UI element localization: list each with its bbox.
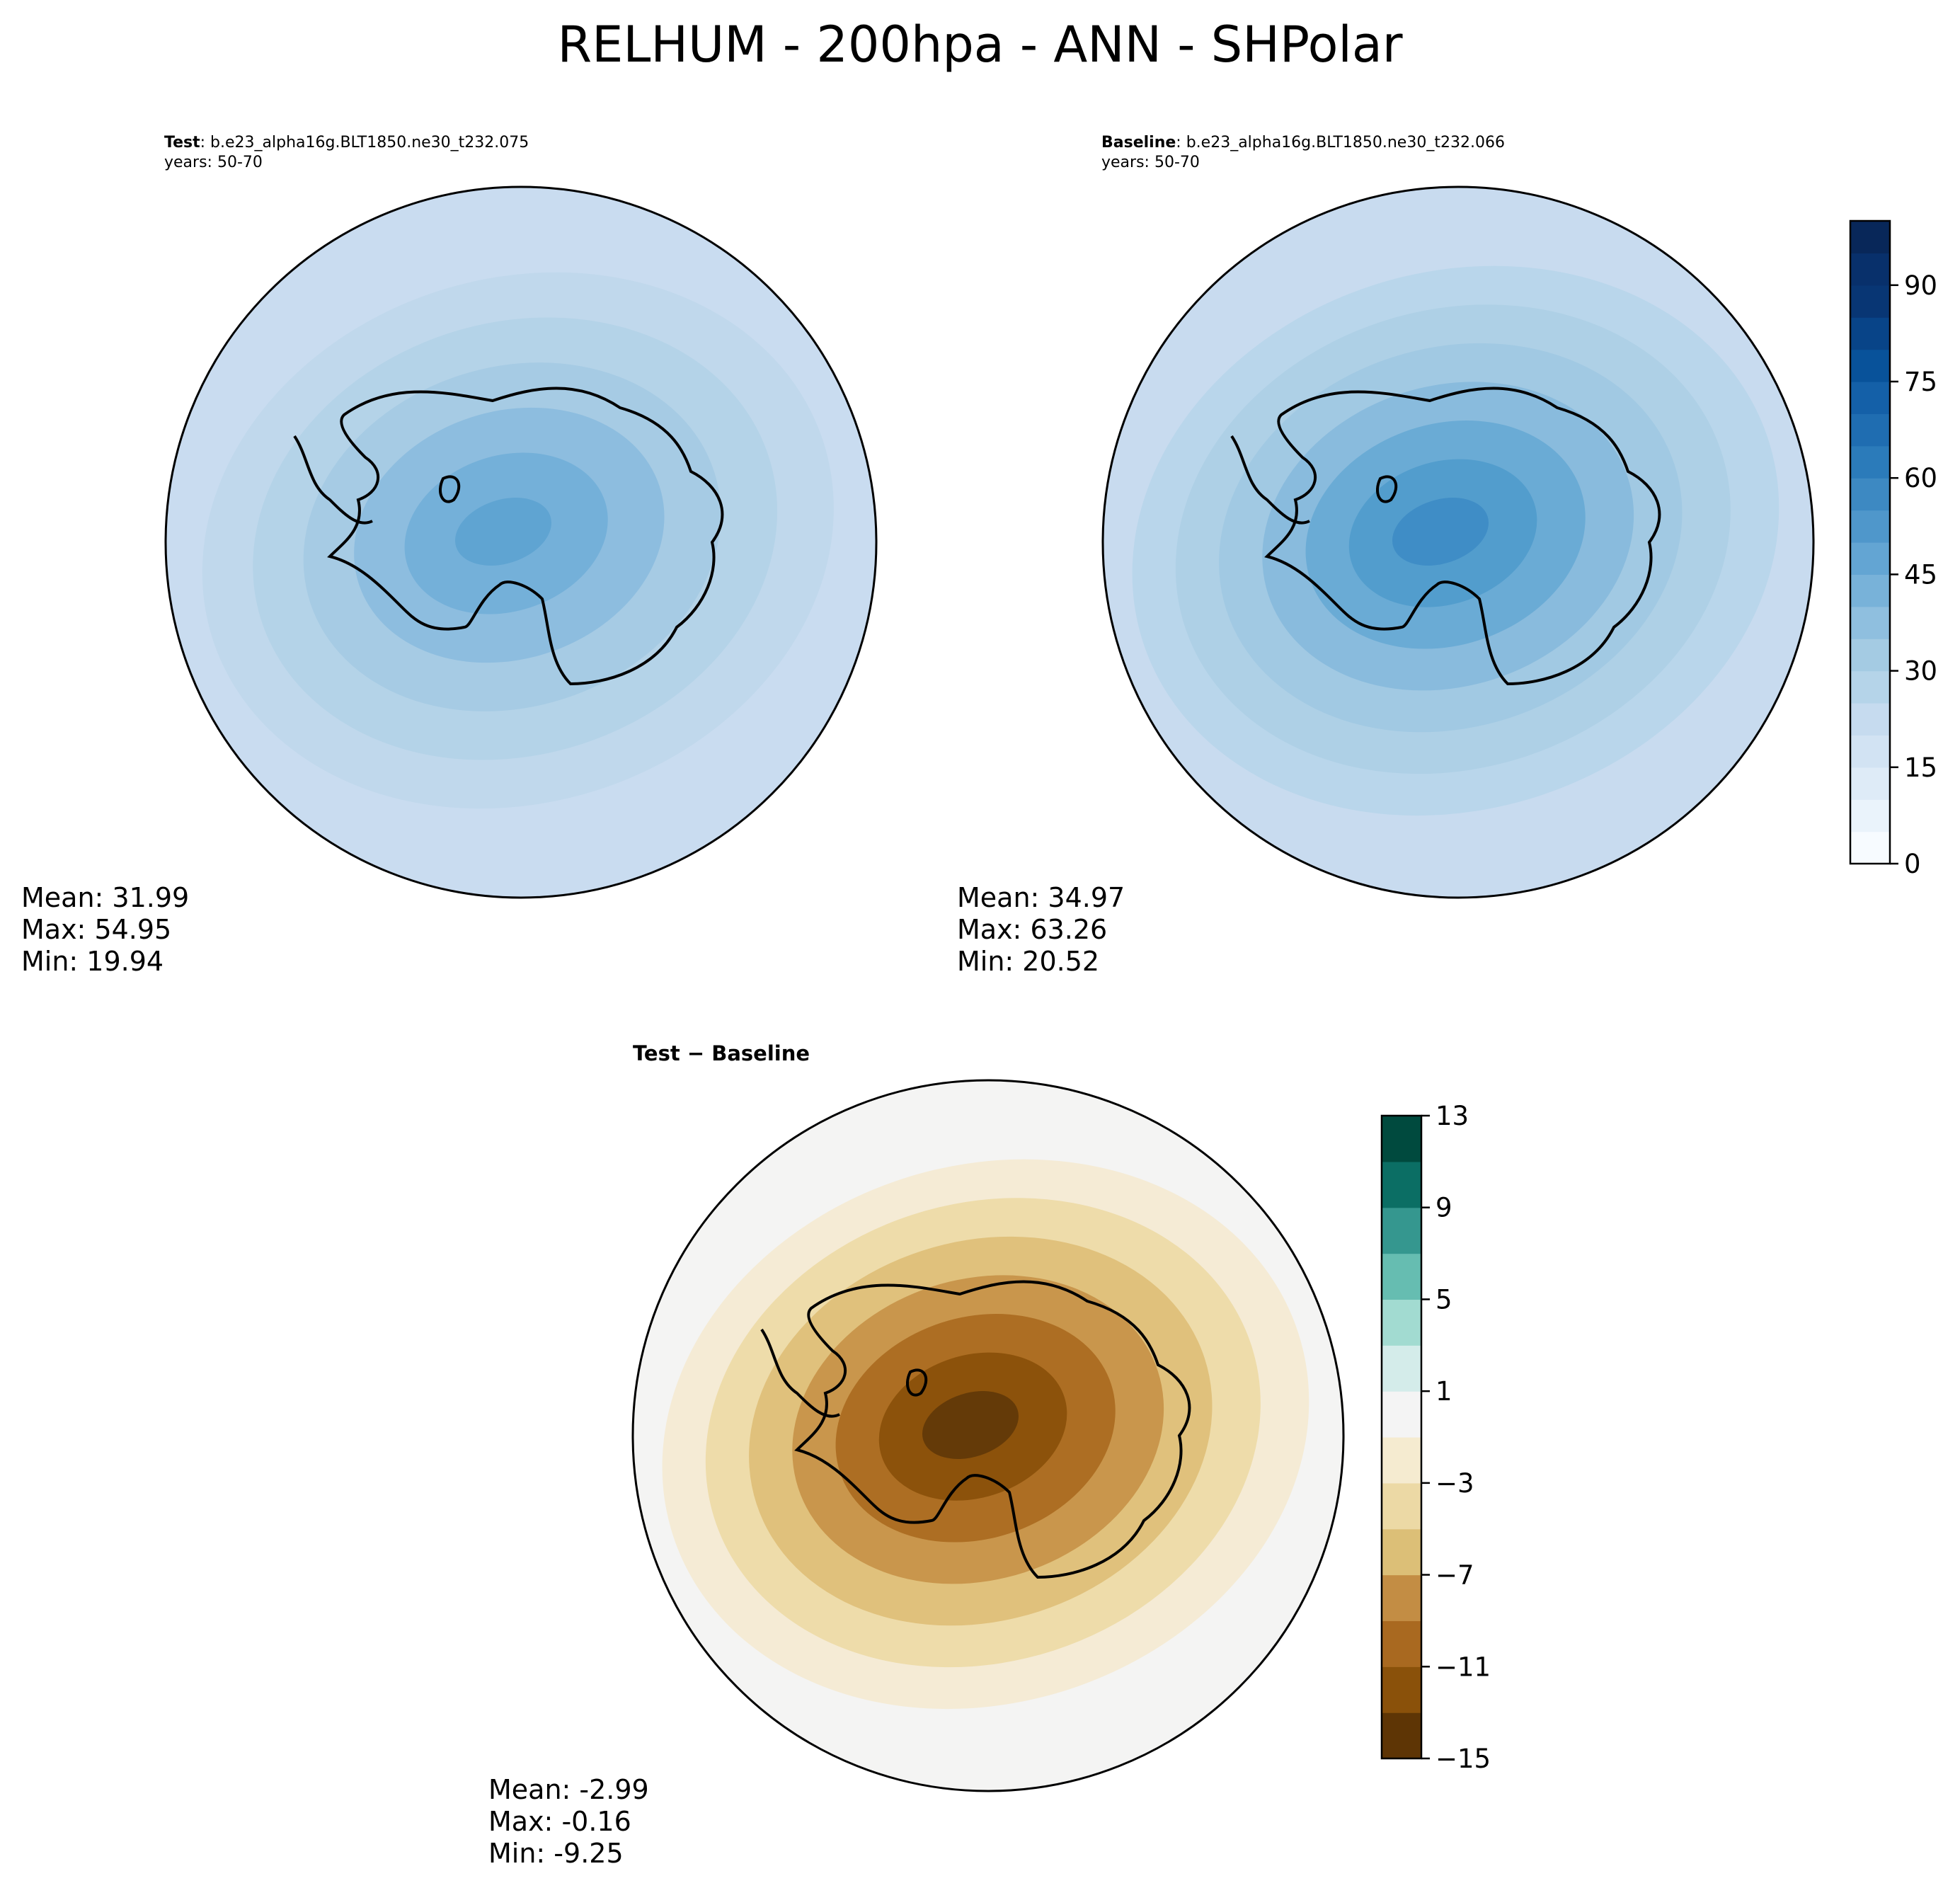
baseline-min: Min: 20.52 xyxy=(957,945,1100,977)
difference-colorbar-frame xyxy=(1380,1114,1423,1760)
main-colorbar-segment-3 xyxy=(1850,735,1890,768)
baseline-case-title: Baseline: b.e23_alpha16g.BLT1850.ne30_t2… xyxy=(1101,133,1505,172)
difference-colorbar-segment-1 xyxy=(1382,1666,1421,1713)
main-colorbar-segment-13 xyxy=(1850,413,1890,447)
difference-colorbar-tick-label: 13 xyxy=(1435,1101,1469,1131)
main-colorbar-segment-18 xyxy=(1850,253,1890,286)
difference-colorbar-segment-11 xyxy=(1382,1207,1421,1254)
test-contour-level-6 xyxy=(454,498,552,566)
test-min: Min: 19.94 xyxy=(21,945,164,977)
test-label: Test xyxy=(164,134,200,151)
difference-colorbar-segment-10 xyxy=(1382,1253,1421,1300)
difference-colorbar-tick-label: −15 xyxy=(1435,1744,1491,1774)
main-colorbar-segment-16 xyxy=(1850,317,1890,350)
difference-colorbar-segment-12 xyxy=(1382,1161,1421,1208)
baseline-contour-level-7 xyxy=(1392,498,1489,566)
difference-colorbar-segment-13 xyxy=(1382,1116,1421,1162)
main-colorbar-segment-15 xyxy=(1850,349,1890,382)
map-boundary-difference xyxy=(631,1079,1345,1792)
map-boundary-baseline xyxy=(1101,185,1815,899)
difference-colorbar-segment-5 xyxy=(1382,1482,1421,1530)
baseline-case-name: : b.e23_alpha16g.BLT1850.ne30_t232.066 xyxy=(1176,134,1505,151)
test-max: Max: 54.95 xyxy=(21,913,172,945)
baseline-map xyxy=(1101,185,1815,899)
difference-map xyxy=(631,1079,1345,1792)
main-colorbar-tick-label: 60 xyxy=(1904,463,1937,493)
difference-title: Test − Baseline xyxy=(633,1041,810,1065)
difference-colorbar-tick-label: −11 xyxy=(1435,1652,1491,1682)
main-colorbar-segment-17 xyxy=(1850,285,1890,318)
main-colorbar-segment-10 xyxy=(1850,510,1890,543)
main-colorbar-frame xyxy=(1849,219,1891,865)
difference-colorbar-segment-0 xyxy=(1382,1712,1421,1759)
difference-colorbar-segment-9 xyxy=(1382,1299,1421,1346)
test-map xyxy=(164,185,878,899)
main-colorbar-segment-2 xyxy=(1850,767,1890,800)
difference-stats: Mean: -2.99 Max: -0.16 Min: -9.25 xyxy=(488,1774,649,1869)
difference-contour-level-7 xyxy=(922,1391,1019,1459)
baseline-stats: Mean: 34.97 Max: 63.26 Min: 20.52 xyxy=(957,882,1125,977)
difference-colorbar-tick-label: 9 xyxy=(1435,1193,1452,1223)
difference-colorbar-segment-8 xyxy=(1382,1345,1421,1392)
baseline-mean: Mean: 34.97 xyxy=(957,882,1125,913)
main-colorbar-segment-4 xyxy=(1850,703,1890,736)
baseline-max: Max: 63.26 xyxy=(957,913,1108,945)
main-colorbar-segment-7 xyxy=(1850,606,1890,639)
difference-colorbar-segment-3 xyxy=(1382,1574,1421,1622)
difference-colorbar-tick-label: −7 xyxy=(1435,1560,1474,1591)
difference-colorbar-segment-6 xyxy=(1382,1437,1421,1484)
test-stats: Mean: 31.99 Max: 54.95 Min: 19.94 xyxy=(21,882,189,977)
baseline-years: years: 50-70 xyxy=(1101,153,1200,171)
main-colorbar-tick-label: 0 xyxy=(1904,849,1921,879)
colorbar-main: 0 15 30 45 60 75 90 xyxy=(1849,219,1937,879)
difference-max: Max: -0.16 xyxy=(488,1805,631,1837)
main-colorbar-segment-8 xyxy=(1850,574,1890,607)
colorbar-difference: −15 −11 −7 −3 1 5 9 13 xyxy=(1380,1101,1491,1774)
test-case-title: Test: b.e23_alpha16g.BLT1850.ne30_t232.0… xyxy=(164,133,529,172)
main-colorbar-segment-1 xyxy=(1850,799,1890,833)
main-colorbar-segment-12 xyxy=(1850,445,1890,479)
main-colorbar-segment-9 xyxy=(1850,542,1890,575)
baseline-label: Baseline xyxy=(1101,134,1176,151)
main-colorbar-segment-5 xyxy=(1850,670,1890,704)
difference-colorbar-segment-7 xyxy=(1382,1391,1421,1438)
difference-min: Min: -9.25 xyxy=(488,1837,624,1869)
difference-colorbar-tick-label: −3 xyxy=(1435,1468,1474,1499)
figure-title: RELHUM - 200hpa - ANN - SHPolar xyxy=(557,16,1403,74)
main-colorbar-tick-label: 45 xyxy=(1904,559,1937,590)
main-colorbar-tick-label: 90 xyxy=(1904,270,1937,301)
main-colorbar-tick-label: 75 xyxy=(1904,367,1937,397)
main-colorbar-segment-0 xyxy=(1850,831,1890,864)
main-colorbar-tick-label: 15 xyxy=(1904,753,1937,783)
main-colorbar-segment-11 xyxy=(1850,478,1890,511)
main-colorbar-tick-label: 30 xyxy=(1904,656,1937,687)
test-mean: Mean: 31.99 xyxy=(21,882,190,913)
main-colorbar-segment-19 xyxy=(1850,221,1890,253)
difference-mean: Mean: -2.99 xyxy=(488,1774,649,1805)
map-boundary-test xyxy=(164,185,878,899)
test-years: years: 50-70 xyxy=(164,153,263,171)
difference-colorbar-segment-2 xyxy=(1382,1620,1421,1667)
test-case-name: : b.e23_alpha16g.BLT1850.ne30_t232.075 xyxy=(200,134,529,151)
difference-colorbar-tick-label: 5 xyxy=(1435,1284,1452,1315)
difference-colorbar-segment-4 xyxy=(1382,1528,1421,1576)
main-colorbar-segment-6 xyxy=(1850,639,1890,672)
main-colorbar-segment-14 xyxy=(1850,382,1890,414)
difference-colorbar-tick-label: 1 xyxy=(1435,1376,1452,1407)
